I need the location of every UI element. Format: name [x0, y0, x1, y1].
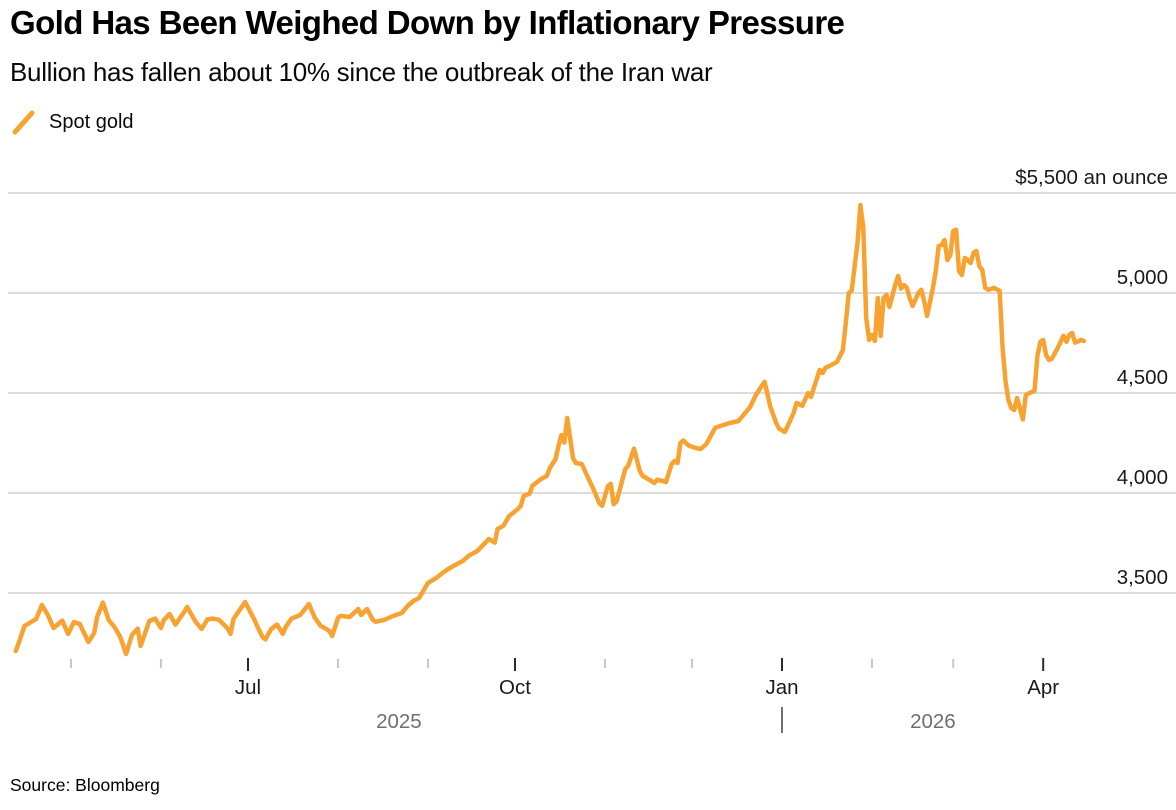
month-label: Jan	[765, 676, 798, 699]
year-label: 2025	[376, 710, 422, 733]
page-subtitle: Bullion has fallen about 10% since the o…	[10, 57, 713, 87]
month-label: Oct	[499, 676, 531, 699]
source-note: Source: Bloomberg	[10, 775, 160, 795]
y-axis-label: 4,500	[1117, 366, 1168, 389]
y-axis-label: 3,500	[1117, 566, 1168, 589]
y-axis-label: 5,000	[1117, 266, 1168, 289]
legend-label: Spot gold	[49, 111, 134, 133]
spot-gold-line	[13, 202, 1087, 657]
year-label: 2026	[910, 710, 956, 733]
legend-line-icon	[12, 110, 35, 135]
y-axis-label: 4,000	[1117, 466, 1168, 489]
legend: Spot gold	[12, 109, 134, 136]
y-axis-label: $5,500 an ounce	[1015, 166, 1168, 189]
page-title: Gold Has Been Weighed Down by Inflationa…	[10, 4, 845, 41]
month-label: Apr	[1027, 676, 1059, 699]
month-label: Jul	[235, 676, 261, 699]
